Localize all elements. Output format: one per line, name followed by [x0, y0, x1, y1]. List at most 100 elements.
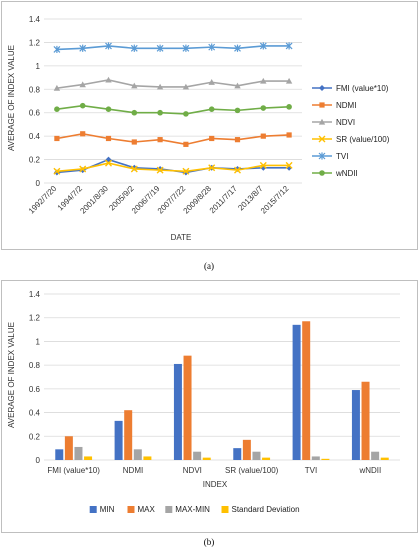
legend-entry-max: MAX — [127, 505, 156, 514]
legend-swatch-marker — [319, 85, 325, 91]
data-point-ndmi — [157, 137, 163, 143]
data-point-tvi — [259, 42, 267, 50]
data-point-sr-value-100 — [208, 164, 216, 172]
data-point-wndii — [131, 109, 138, 116]
line-chart-y-tick-label: 0.8 — [29, 85, 41, 94]
legend-label: MAX — [138, 505, 156, 514]
data-point-tvi — [182, 44, 190, 52]
panel-b-caption: (b) — [204, 537, 215, 547]
legend-swatch — [221, 506, 229, 513]
legend-label: NDVI — [336, 118, 355, 127]
legend-label: MIN — [100, 505, 115, 514]
bar-standard-deviation-wndii — [380, 457, 389, 460]
panel-a-caption: (a) — [204, 261, 214, 271]
data-point-wndii — [234, 107, 241, 114]
line-chart-y-tick-label: 0 — [36, 179, 41, 188]
data-point-wndii — [286, 104, 292, 110]
bar-chart-x-tick-label: TVI — [305, 466, 317, 475]
bar-min-fmi-value-10 — [55, 449, 64, 460]
data-point-ndmi — [234, 137, 241, 143]
bar-max-sr-value-100 — [242, 439, 251, 460]
legend-swatch-marker — [319, 170, 325, 176]
data-point-ndmi — [260, 133, 266, 139]
bar-standard-deviation-sr-value-100 — [262, 457, 271, 460]
legend-label: TVI — [336, 152, 348, 161]
legend-swatch — [127, 506, 135, 513]
bar-chart-bars — [55, 321, 389, 460]
legend-entry-wndii: wNDII — [312, 169, 358, 178]
bar-chart-y-axis-label: AVERAGE OF INDEX VALUE — [7, 322, 16, 428]
line-series-ndmi — [54, 131, 292, 147]
series-line-wndii — [56, 104, 290, 115]
bar-chart-x-tick-label: wNDII — [358, 466, 381, 475]
bar-chart-y-tick-label: 1.2 — [29, 314, 41, 323]
bar-standard-deviation-tvi — [321, 458, 330, 460]
bar-max-ndvi — [183, 355, 192, 460]
line-chart-y-axis-label: AVERAGE OF INDEX VALUE — [7, 45, 16, 151]
bar-chart-gridlines — [44, 293, 400, 461]
line-chart-y-tick-label: 1.2 — [29, 38, 41, 47]
data-point-tvi — [130, 44, 138, 52]
bar-chart-y-tick-label: 1 — [36, 337, 41, 346]
bar-chart-y-tick-label: 0.2 — [29, 432, 41, 441]
bar-chart-x-tick-label: NDMI — [123, 466, 143, 475]
bar-chart-x-ticks: FMI (value*10) NDMI NDVI SR (value/100) TVI w… — [47, 466, 381, 475]
data-point-ndvi — [285, 77, 293, 84]
bar-chart-x-tick-label: SR (value/100) — [225, 466, 279, 475]
bar-chart-x-axis-label: INDEX — [203, 480, 228, 489]
bar-min-ndmi — [114, 420, 123, 460]
legend-label: wNDII — [335, 169, 358, 178]
series-line-tvi — [56, 45, 290, 51]
line-chart-x-tick-label: 2011/7/17 — [208, 184, 239, 215]
data-point-sr-value-100 — [105, 159, 112, 167]
line-series-sr-value-100 — [53, 159, 293, 175]
line-chart-y-tick-label: 0.4 — [29, 132, 41, 141]
line-chart-legend: FMI (value*10) NDMI NDVI SR (value/100) TVI w… — [312, 84, 390, 178]
data-point-ndmi — [131, 139, 137, 145]
legend-entry-sr-value-100: SR (value/100) — [312, 135, 390, 144]
line-chart-series — [53, 42, 293, 176]
data-point-wndii — [79, 102, 86, 109]
bar-max-tvi — [302, 321, 311, 460]
legend-swatch-marker — [318, 135, 326, 143]
line-chart-border — [1, 1, 418, 250]
data-point-ndvi — [53, 84, 61, 91]
legend-swatch — [165, 506, 173, 513]
bar-min-wndii — [351, 390, 360, 460]
data-point-tvi — [285, 42, 293, 50]
data-point-sr-value-100 — [53, 167, 61, 175]
bar-max-min-tvi — [311, 456, 320, 460]
data-point-wndii — [105, 106, 112, 112]
data-point-ndvi — [182, 83, 190, 90]
bar-standard-deviation-fmi-value-10 — [84, 456, 93, 460]
data-point-wndii — [260, 105, 267, 111]
legend-swatch-marker — [318, 118, 326, 125]
data-point-tvi — [79, 44, 87, 52]
legend-label: MAX-MIN — [175, 505, 210, 514]
line-chart-x-tick-label: 1992/7/20 — [27, 184, 59, 216]
line-chart-panel: 0 0.2 0.4 0.6 0.8 1 1.2 1.4 1992/7/201994/7/220… — [1, 1, 418, 250]
bar-standard-deviation-ndmi — [143, 456, 152, 460]
legend-entry-max-min: MAX-MIN — [165, 505, 210, 514]
data-point-tvi — [234, 44, 241, 52]
data-point-ndvi — [260, 77, 267, 84]
bar-min-tvi — [292, 324, 301, 460]
data-point-sr-value-100 — [259, 161, 267, 169]
data-point-ndvi — [79, 81, 86, 88]
series-line-ndmi — [56, 132, 290, 146]
data-point-sr-value-100 — [182, 167, 190, 175]
bar-chart-x-tick-label: FMI (value*10) — [47, 466, 100, 475]
data-point-sr-value-100 — [234, 166, 241, 174]
data-point-wndii — [54, 106, 60, 112]
legend-entry-ndvi: NDVI — [312, 118, 355, 127]
line-chart-x-tick-label: 2015/7/12 — [259, 184, 291, 216]
legend-entry-ndmi: NDMI — [312, 101, 356, 110]
line-series-tvi — [53, 42, 293, 54]
bar-max-min-fmi-value-10 — [74, 446, 83, 460]
legend-label: NDMI — [336, 101, 356, 110]
legend-entry-tvi: TVI — [312, 152, 348, 161]
data-point-tvi — [208, 43, 216, 51]
bar-min-sr-value-100 — [233, 448, 242, 460]
legend-entry-fmi-value-10: FMI (value*10) — [312, 84, 389, 93]
bar-chart-panel: 0 0.2 0.4 0.6 0.8 1 1.2 1.4 FMI (value*10) NDMI N… — [1, 280, 418, 533]
